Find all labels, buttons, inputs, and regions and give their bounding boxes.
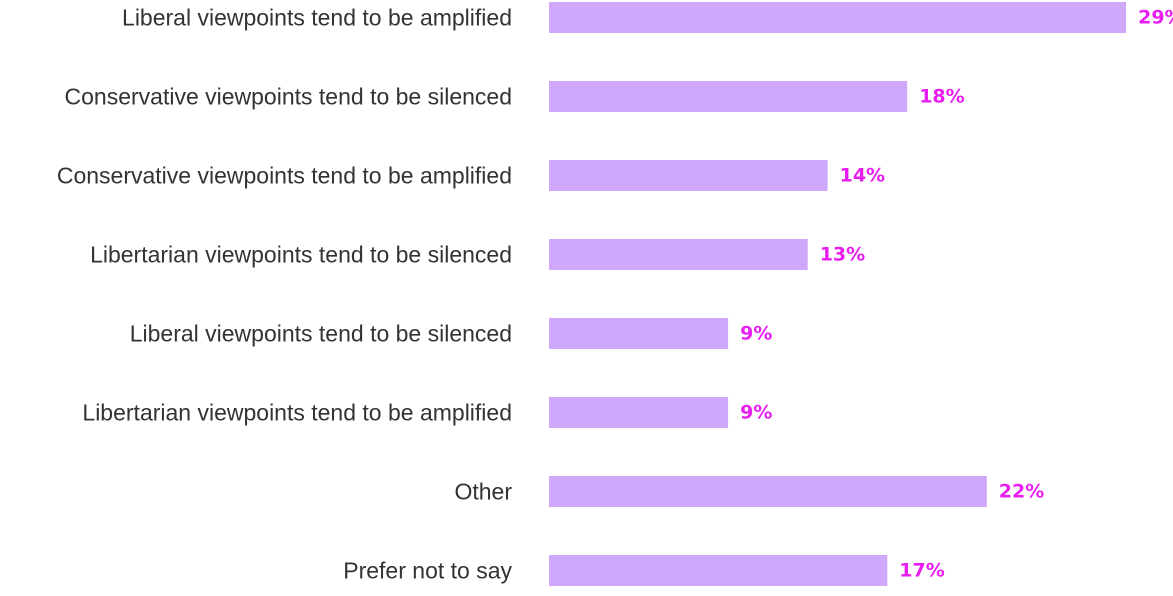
- category-label: Liberal viewpoints tend to be silenced: [130, 321, 512, 347]
- value-label: 22%: [999, 481, 1044, 503]
- value-label: 13%: [820, 244, 865, 266]
- value-label: 9%: [740, 323, 772, 345]
- value-label: 29%: [1138, 7, 1173, 29]
- bars: [549, 2, 1127, 586]
- bar: [549, 160, 828, 191]
- value-labels: 29% 18% 14% 13% 9% 9% 22% 17%: [740, 7, 1173, 582]
- category-label: Libertarian viewpoints tend to be amplif…: [82, 400, 512, 426]
- bar: [549, 81, 908, 112]
- value-label: 14%: [840, 165, 885, 187]
- category-label: Prefer not to say: [343, 558, 512, 584]
- category-label: Liberal viewpoints tend to be amplified: [122, 5, 512, 31]
- value-label: 9%: [740, 402, 772, 424]
- category-label: Other: [454, 479, 512, 505]
- category-label: Conservative viewpoints tend to be silen…: [65, 84, 512, 110]
- bar: [549, 318, 729, 349]
- category-labels: Liberal viewpoints tend to be amplified C…: [57, 5, 513, 584]
- bar: [549, 239, 808, 270]
- bar: [549, 397, 729, 428]
- category-label: Conservative viewpoints tend to be ampli…: [57, 163, 512, 189]
- bar: [549, 555, 888, 586]
- value-label: 17%: [899, 560, 944, 582]
- bar: [549, 476, 987, 507]
- value-label: 18%: [919, 86, 964, 108]
- category-label: Libertarian viewpoints tend to be silenc…: [90, 242, 512, 268]
- bar: [549, 2, 1127, 33]
